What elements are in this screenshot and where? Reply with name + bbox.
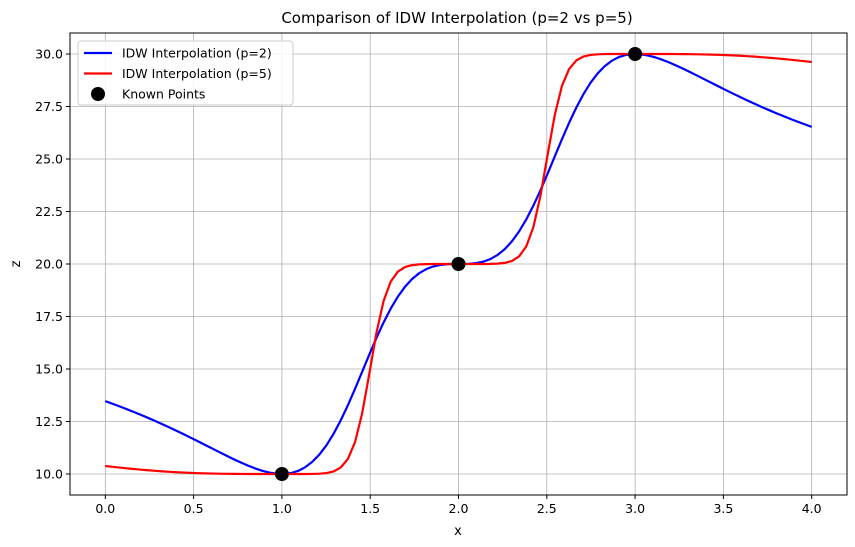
x-tick-label: 0.0 (95, 501, 115, 516)
y-tick-label: 17.5 (35, 309, 63, 324)
legend-label: IDW Interpolation (p=2) (122, 46, 272, 61)
x-tick-label: 1.0 (272, 501, 292, 516)
legend: IDW Interpolation (p=2) IDW Interpolation… (77, 40, 294, 106)
known-points (274, 47, 643, 481)
y-axis-ticks: 10.0 12.5 15.0 17.5 20.0 22.5 25.0 27.5 30.0 (35, 47, 70, 482)
y-tick-label: 25.0 (35, 152, 63, 167)
known-point (628, 47, 643, 61)
y-tick-label: 20.0 (35, 257, 63, 272)
legend-label: Known Points (122, 87, 205, 102)
x-tick-label: 4.0 (802, 501, 822, 516)
known-point (274, 467, 289, 481)
y-tick-label: 27.5 (35, 99, 63, 114)
x-tick-label: 2.0 (449, 501, 469, 516)
x-axis-label: x (454, 524, 462, 539)
x-tick-label: 2.5 (537, 501, 557, 516)
y-tick-label: 15.0 (35, 362, 63, 377)
legend-box (77, 40, 294, 106)
y-axis-label: z (9, 260, 24, 267)
x-tick-label: 3.0 (625, 501, 645, 516)
x-tick-label: 1.5 (360, 501, 380, 516)
y-tick-label: 10.0 (35, 467, 63, 482)
x-tick-label: 3.5 (713, 501, 733, 516)
y-tick-label: 12.5 (35, 414, 63, 429)
chart-title: Comparison of IDW Interpolation (p=2 vs … (281, 9, 632, 27)
x-tick-label: 0.5 (184, 501, 204, 516)
y-tick-label: 30.0 (35, 47, 63, 62)
y-tick-label: 22.5 (35, 204, 63, 219)
legend-label: IDW Interpolation (p=5) (122, 66, 272, 81)
legend-swatch-dot (91, 87, 105, 101)
x-axis-ticks: 0.0 0.5 1.0 1.5 2.0 2.5 3.0 3.5 4.0 (95, 495, 822, 516)
known-point (451, 257, 466, 271)
